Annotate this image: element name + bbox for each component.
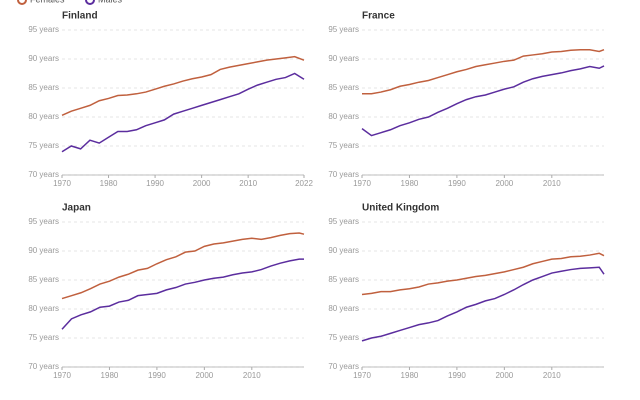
y-tick-label: 75 years xyxy=(328,141,359,150)
x-tick-label: 2000 xyxy=(495,371,513,380)
y-tick-label: 95 years xyxy=(328,25,359,34)
y-tick-label: 85 years xyxy=(328,83,359,92)
y-tick-label: 80 years xyxy=(28,304,59,313)
x-tick-label: 1970 xyxy=(353,371,371,380)
y-tick-label: 80 years xyxy=(328,112,359,121)
x-tick-label: 1970 xyxy=(53,371,71,380)
y-tick-label: 75 years xyxy=(28,333,59,342)
series-line xyxy=(61,72,305,153)
series-line xyxy=(361,252,605,296)
y-tick-label: 70 years xyxy=(28,362,59,371)
y-tick-label: 80 years xyxy=(28,112,59,121)
panel-title: United Kingdom xyxy=(362,203,439,214)
y-tick-label: 95 years xyxy=(28,25,59,34)
x-tick-label: 2000 xyxy=(193,179,211,188)
legend-swatch xyxy=(85,0,95,5)
x-tick-label: 1980 xyxy=(401,179,419,188)
x-tick-label: 1990 xyxy=(146,179,164,188)
panel-title: Finland xyxy=(62,11,98,22)
x-tick-label: 1990 xyxy=(448,371,466,380)
panel-title: Japan xyxy=(62,203,91,214)
x-tick-label: 1970 xyxy=(353,179,371,188)
x-tick-label: 1980 xyxy=(100,179,118,188)
y-tick-label: 95 years xyxy=(28,217,59,226)
x-tick-label: 1990 xyxy=(448,179,466,188)
x-tick-label: 2022 xyxy=(295,179,313,188)
x-tick-label: 2010 xyxy=(543,371,561,380)
series-line xyxy=(61,232,305,300)
y-tick-label: 70 years xyxy=(28,170,59,179)
series-line xyxy=(61,258,304,330)
y-tick-label: 85 years xyxy=(28,83,59,92)
y-tick-label: 90 years xyxy=(328,54,359,63)
y-tick-label: 85 years xyxy=(328,275,359,284)
legend-label: Females xyxy=(30,0,65,4)
series-line xyxy=(361,65,605,137)
y-tick-label: 90 years xyxy=(28,54,59,63)
x-tick-label: 2010 xyxy=(243,371,261,380)
legend-label: Males xyxy=(98,0,123,4)
y-tick-label: 70 years xyxy=(328,170,359,179)
y-tick-label: 90 years xyxy=(328,246,359,255)
x-tick-label: 1970 xyxy=(53,179,71,188)
x-tick-label: 1980 xyxy=(101,371,119,380)
y-tick-label: 75 years xyxy=(28,141,59,150)
panel-title: France xyxy=(362,11,395,22)
y-tick-label: 80 years xyxy=(328,304,359,313)
series-line xyxy=(362,48,605,95)
x-tick-label: 2010 xyxy=(543,179,561,188)
y-tick-label: 95 years xyxy=(328,217,359,226)
series-line xyxy=(61,55,305,116)
y-tick-label: 85 years xyxy=(28,275,59,284)
y-tick-label: 70 years xyxy=(328,362,359,371)
x-tick-label: 1990 xyxy=(148,371,166,380)
legend-swatch xyxy=(17,0,27,5)
x-tick-label: 2000 xyxy=(495,179,513,188)
x-tick-label: 2000 xyxy=(195,371,213,380)
y-tick-label: 75 years xyxy=(328,333,359,342)
x-tick-label: 2010 xyxy=(239,179,257,188)
series-line xyxy=(361,266,605,342)
x-tick-label: 1980 xyxy=(401,371,419,380)
y-tick-label: 90 years xyxy=(28,246,59,255)
